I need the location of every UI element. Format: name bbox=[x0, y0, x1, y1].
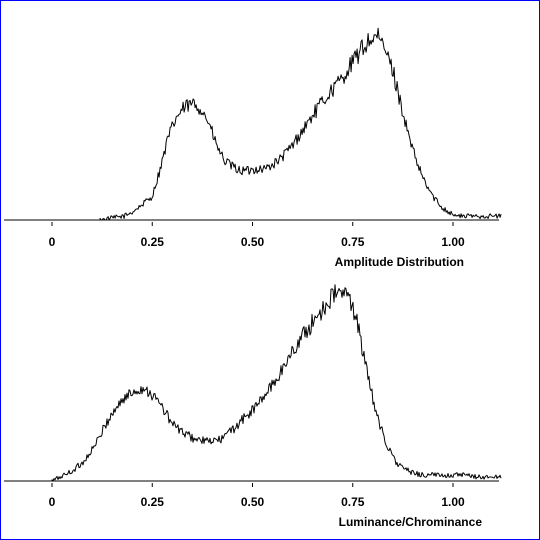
x-tick-label: 0.25 bbox=[141, 235, 165, 249]
x-tick-label: 0.75 bbox=[341, 235, 365, 249]
x-tick-label: 0.50 bbox=[241, 235, 265, 249]
x-tick-label: 0.75 bbox=[341, 495, 365, 509]
x-tick-label: 1.00 bbox=[441, 235, 465, 249]
chart-panel-1: 0 0.25 0.50 0.75 1.00 Amplitude Distribution bbox=[4, 27, 502, 269]
x-tick-label: 0 bbox=[49, 495, 56, 509]
x-tick-label: 1.00 bbox=[441, 495, 465, 509]
series-trace bbox=[4, 27, 502, 221]
x-tick-label: 0.50 bbox=[241, 495, 265, 509]
x-tick-label: 0 bbox=[49, 235, 56, 249]
series-trace bbox=[4, 284, 502, 482]
chart-panel-2: 0 0.25 0.50 0.75 1.00 Luminance/Chrominance bbox=[4, 284, 502, 529]
x-tick-label: 0.25 bbox=[141, 495, 165, 509]
x-axis-label: Luminance/Chrominance bbox=[339, 515, 483, 529]
x-axis-label: Amplitude Distribution bbox=[335, 255, 464, 269]
